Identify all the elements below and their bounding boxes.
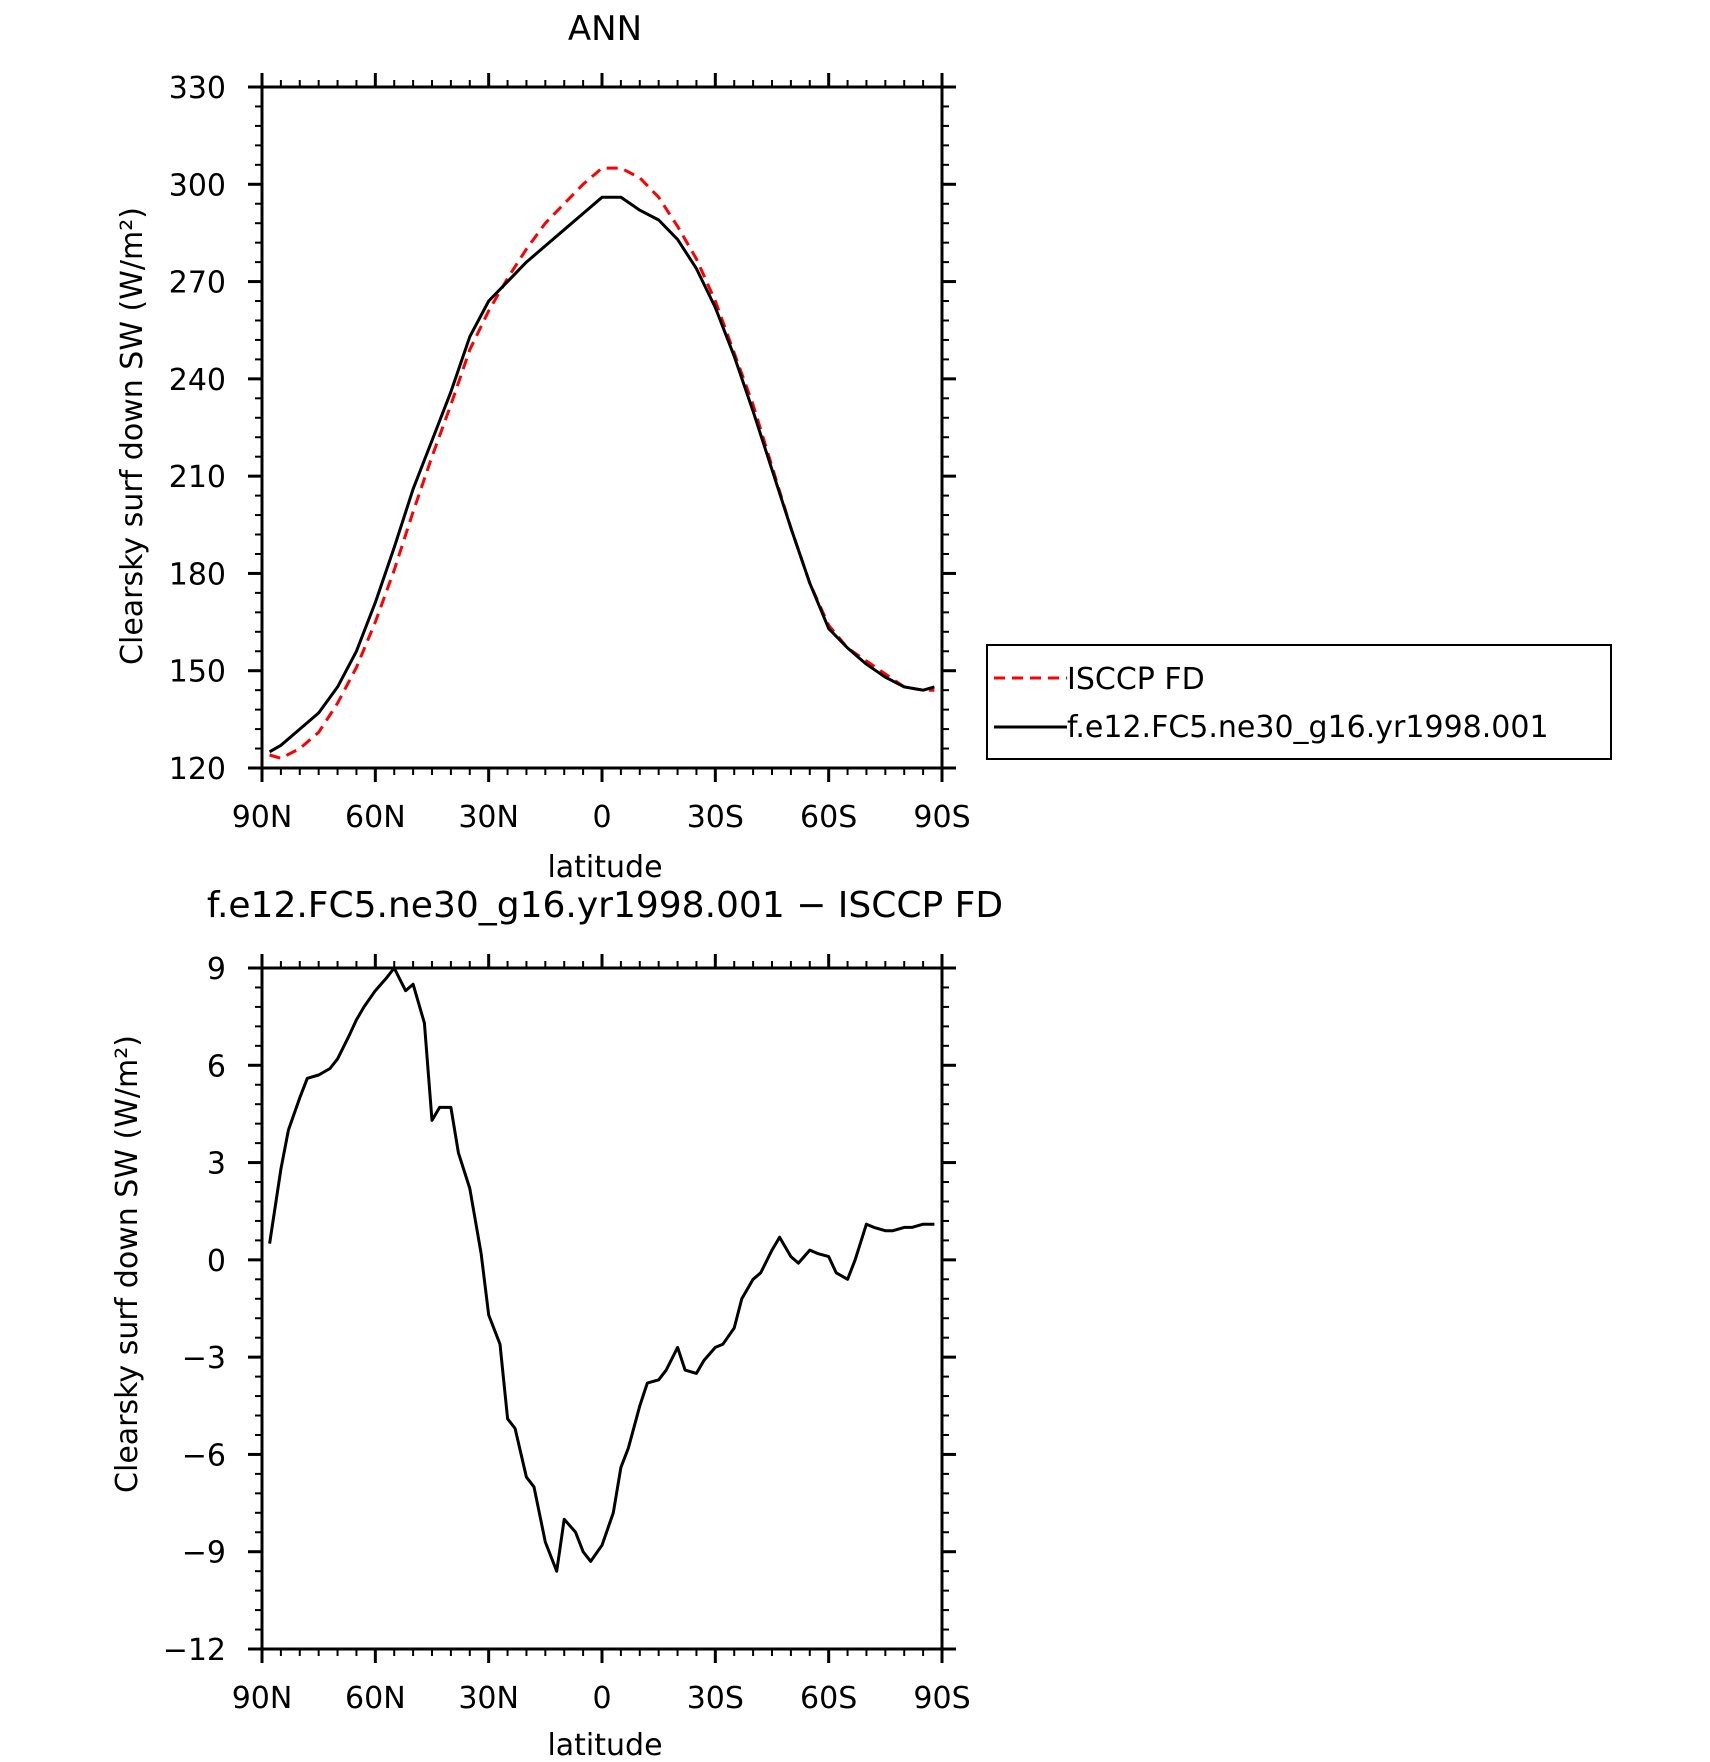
bottom-series-group (268, 966, 935, 1573)
legend: ISCCP FD f.e12.FC5.ne30_g16.yr1998.001 (986, 644, 1612, 760)
bottom-x-tick-labels: 90N 60N 30N 0 30S 60S 90S (232, 954, 971, 1716)
top-x-tick-label: 60N (345, 800, 406, 835)
top-x-tick-label: 90S (913, 800, 970, 835)
bottom-y-tick-label: 3 (207, 1147, 226, 1182)
bottom-x-tick-label: 30S (687, 1681, 744, 1716)
top-y-tick-label: 210 (169, 460, 226, 495)
bottom-y-tick-label: −6 (182, 1438, 226, 1473)
top-series-line-1 (269, 166, 935, 760)
top-x-tick-label: 30N (458, 800, 519, 835)
top-minor-ticks (255, 80, 949, 775)
top-y-tick-label: 240 (169, 363, 226, 398)
bottom-y-axis-label: Clearsky surf down SW (W/m²) (110, 1035, 145, 1493)
top-y-tick-labels: 120 150 180 210 240 270 300 330 (169, 71, 956, 787)
bottom-y-tick-labels: 9 6 3 0 −3 −6 −9 −12 (163, 952, 956, 1668)
top-x-tick-labels: 90N 60N 30N 0 30S 60S 90S (232, 73, 971, 835)
top-x-axis-label: latitude (547, 850, 662, 885)
legend-label-model: f.e12.FC5.ne30_g16.yr1998.001 (1067, 710, 1549, 745)
top-y-tick-label: 300 (169, 168, 226, 203)
top-x-tick-label: 0 (592, 800, 611, 835)
top-y-tick-label: 150 (169, 655, 226, 690)
bottom-x-tick-label: 30N (458, 1681, 519, 1716)
top-panel: ANN Clearsky surf down SW (W/m²) latitud… (115, 9, 971, 885)
top-panel-title: ANN (568, 9, 642, 49)
top-x-tick-label: 90N (232, 800, 293, 835)
top-x-tick-label: 60S (800, 800, 857, 835)
bottom-y-tick-label: −12 (163, 1633, 226, 1668)
bottom-minor-ticks (255, 961, 949, 1656)
bottom-y-tick-label: 0 (207, 1244, 226, 1279)
bottom-y-tick-label: 6 (207, 1049, 226, 1084)
top-plot-frame (260, 85, 944, 770)
bottom-plot-frame (260, 966, 944, 1651)
bottom-y-tick-label: 9 (207, 952, 226, 987)
legend-label-isccp: ISCCP FD (1067, 662, 1205, 697)
bottom-x-tick-label: 90N (232, 1681, 293, 1716)
bottom-y-tick-label: −9 (182, 1536, 226, 1571)
top-series-group (268, 166, 935, 760)
top-y-tick-label: 270 (169, 266, 226, 301)
bottom-panel-title: f.e12.FC5.ne30_g16.yr1998.001 − ISCCP FD (207, 885, 1003, 926)
top-y-tick-label: 120 (169, 752, 226, 787)
legend-box (986, 644, 1612, 760)
bottom-y-tick-label: −3 (182, 1341, 226, 1376)
bottom-x-tick-label: 60N (345, 1681, 406, 1716)
bottom-x-tick-label: 90S (913, 1681, 970, 1716)
top-y-tick-label: 330 (169, 71, 226, 106)
bottom-x-tick-label: 0 (592, 1681, 611, 1716)
top-y-axis-label: Clearsky surf down SW (W/m²) (115, 207, 150, 665)
top-x-tick-label: 30S (687, 800, 744, 835)
bottom-x-tick-label: 60S (800, 1681, 857, 1716)
bottom-panel: f.e12.FC5.ne30_g16.yr1998.001 − ISCCP FD… (110, 885, 1003, 1762)
top-y-tick-label: 180 (169, 557, 226, 592)
bottom-series-line-1 (268, 966, 935, 1573)
top-series-line-2 (268, 195, 935, 754)
bottom-x-axis-label: latitude (547, 1728, 662, 1762)
